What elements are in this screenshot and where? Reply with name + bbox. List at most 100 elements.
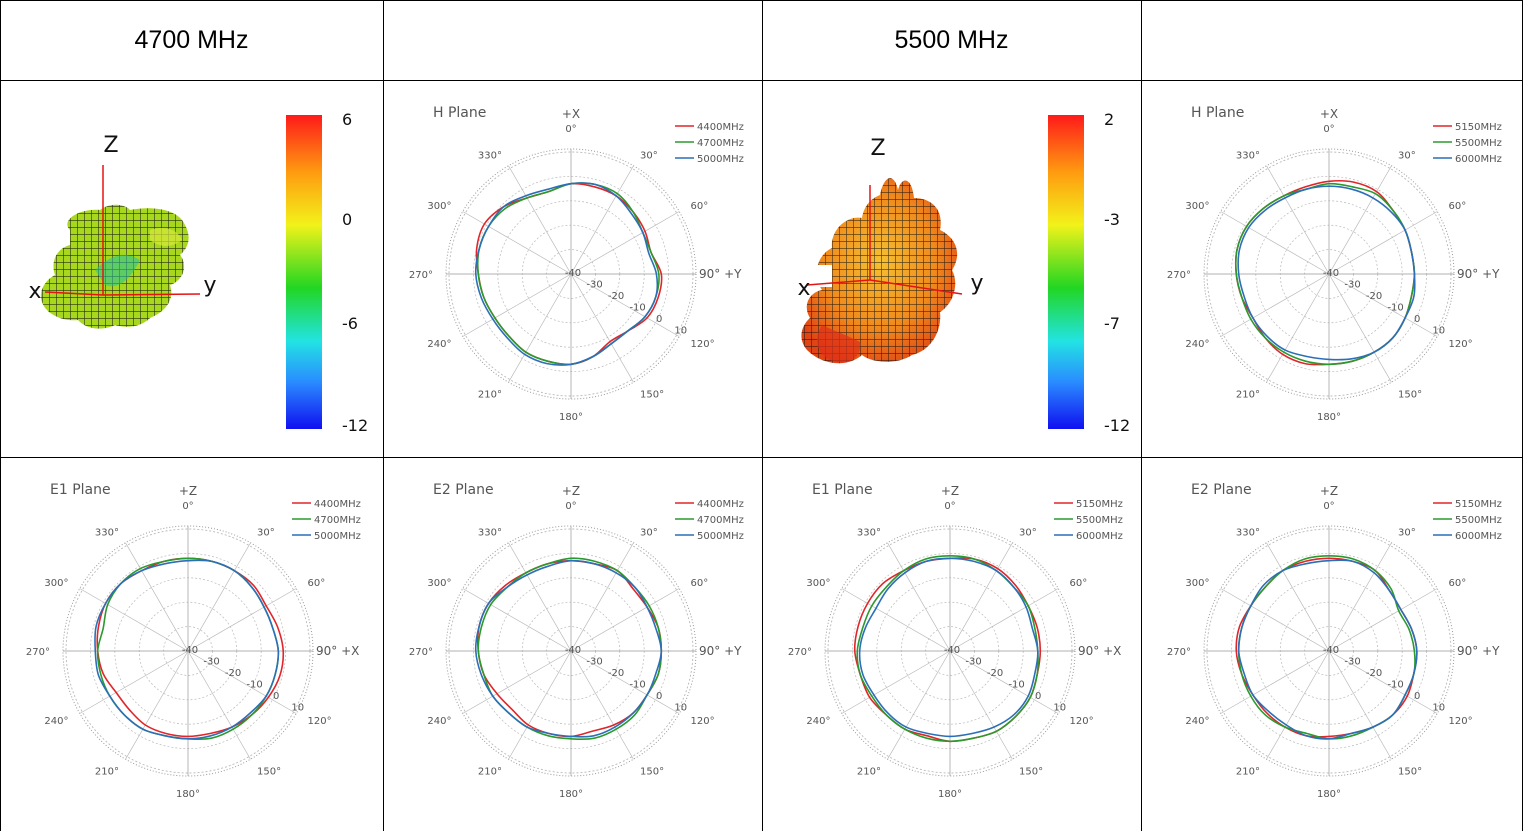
right-axis-label: 90° +Y: [1457, 644, 1500, 658]
series-line-6000MHz: [858, 557, 1039, 738]
angle-tick-label: 330°: [1236, 527, 1260, 538]
grid-spoke: [1328, 542, 1392, 652]
grid-spoke: [1328, 650, 1438, 714]
angle-tick-label: 30°: [257, 527, 275, 538]
colorbar-label: 2: [1104, 110, 1114, 129]
radial-tick-label: -10: [1387, 679, 1403, 690]
chart-title: E1 Plane: [812, 482, 873, 498]
grid-spoke: [462, 211, 572, 275]
angle-tick-label: 300°: [1185, 578, 1209, 589]
radial-tick-label: -30: [965, 656, 981, 667]
radial-tick-label: -10: [629, 302, 645, 313]
polar-cell-h-4700: H Plane 0° 30° 60° 120° 150° 180° 210° 240° 270° 3…: [383, 80, 762, 457]
radial-tick-label: -30: [1344, 656, 1360, 667]
table-border: [383, 0, 384, 831]
angle-tick-label: 180°: [1317, 789, 1341, 800]
grid-spoke: [887, 542, 951, 652]
radial-tick-label: 10: [674, 325, 687, 336]
radiation-pattern-3d: [801, 178, 958, 364]
angle-tick-label: 240°: [427, 339, 451, 350]
angle-tick-label: 270°: [26, 647, 50, 658]
grid-spoke: [1328, 273, 1438, 337]
angle-tick-label: 0°: [944, 501, 955, 512]
grid-spoke: [462, 588, 572, 652]
grid-spoke: [508, 542, 572, 652]
angle-tick-label: 210°: [1236, 767, 1260, 778]
angle-tick-label: 240°: [1185, 339, 1209, 350]
polar-cell-e1-5500: E1 Plane 0° 30° 60° 120° 150° 180° 210° 240° 270°…: [762, 457, 1141, 831]
grid-spoke: [1220, 211, 1330, 275]
grid-spoke: [1220, 588, 1330, 652]
grid-spoke: [841, 650, 951, 714]
grid-spoke: [570, 211, 680, 275]
legend-label: 4700MHz: [697, 138, 744, 149]
angle-tick-label: 210°: [857, 767, 881, 778]
grid-spoke: [508, 273, 572, 383]
angle-tick-label: 60°: [1449, 201, 1467, 212]
angle-tick-label: 240°: [806, 716, 830, 727]
radial-tick-label: -40: [182, 645, 198, 656]
z-axis-label: Z: [103, 133, 118, 158]
radial-tick-label: 10: [291, 702, 304, 713]
chart-title: E2 Plane: [1191, 482, 1252, 498]
angle-tick-label: 120°: [1449, 716, 1473, 727]
header-cell-5500: 5500 MHz: [762, 0, 1141, 80]
top-axis-label: +Z: [562, 484, 580, 498]
legend-label: 5000MHz: [314, 531, 361, 542]
grid-spoke: [570, 273, 680, 337]
angle-tick-label: 30°: [1398, 527, 1416, 538]
angle-tick-label: 120°: [308, 716, 332, 727]
angle-tick-label: 240°: [1185, 716, 1209, 727]
angle-tick-label: 330°: [478, 527, 502, 538]
radiation-pattern-3d: [40, 204, 189, 329]
series-line-5000MHz: [474, 182, 659, 366]
table-border: [0, 457, 1523, 458]
grid-spoke: [949, 650, 1059, 714]
grid-spoke: [1266, 165, 1330, 275]
grid-spoke: [1266, 650, 1330, 760]
angle-tick-label: 270°: [788, 647, 812, 658]
header-cell-empty-2: [1141, 0, 1523, 80]
angle-tick-label: 180°: [559, 412, 583, 423]
table-border: [762, 0, 763, 831]
grid-spoke: [508, 165, 572, 275]
radial-tick-label: 0: [1035, 691, 1041, 702]
legend-label: 4700MHz: [697, 515, 744, 526]
angle-tick-label: 210°: [95, 767, 119, 778]
angle-tick-label: 60°: [1449, 578, 1467, 589]
grid-spoke: [462, 650, 572, 714]
radial-tick-label: -10: [629, 679, 645, 690]
angle-tick-label: 60°: [691, 578, 709, 589]
right-axis-label: 90° +Y: [699, 644, 742, 658]
grid-spoke: [1220, 273, 1330, 337]
angle-tick-label: 150°: [257, 767, 281, 778]
angle-tick-label: 300°: [427, 201, 451, 212]
angle-tick-label: 0°: [1323, 501, 1334, 512]
table-border: [0, 0, 1523, 1]
radial-tick-label: -10: [1387, 302, 1403, 313]
right-axis-label: 90° +X: [1078, 644, 1121, 658]
grid-spoke: [1220, 650, 1330, 714]
colorbar-label: -12: [342, 416, 368, 435]
legend-label: 4700MHz: [314, 515, 361, 526]
angle-tick-label: 210°: [1236, 390, 1260, 401]
grid-spoke: [1328, 211, 1438, 275]
top-axis-label: +Z: [941, 484, 959, 498]
grid-spoke: [570, 650, 680, 714]
angle-tick-label: 180°: [176, 789, 200, 800]
polar-chart-e2-plane-4700: E2 Plane 0° 30° 60° 120° 150° 180° 210° 240° 270°…: [409, 482, 744, 800]
angle-tick-label: 180°: [559, 789, 583, 800]
series-line-4700MHz: [477, 557, 663, 741]
radial-tick-label: -40: [565, 268, 581, 279]
radial-tick-label: -10: [246, 679, 262, 690]
polar-cell-e1-4700: E1 Plane 0° 30° 60° 120° 150° 180° 210° 240° 270°…: [0, 457, 383, 831]
table-border: [0, 0, 1, 831]
radial-tick-label: -20: [1366, 668, 1382, 679]
colorbar-label: -12: [1104, 416, 1130, 435]
radial-tick-label: -20: [1366, 291, 1382, 302]
grid-spoke: [1328, 650, 1392, 760]
header-cell-empty-1: [383, 0, 762, 80]
right-axis-label: 90° +X: [316, 644, 359, 658]
series-line-6000MHz: [1237, 185, 1416, 361]
y-axis-label: y: [970, 271, 983, 296]
